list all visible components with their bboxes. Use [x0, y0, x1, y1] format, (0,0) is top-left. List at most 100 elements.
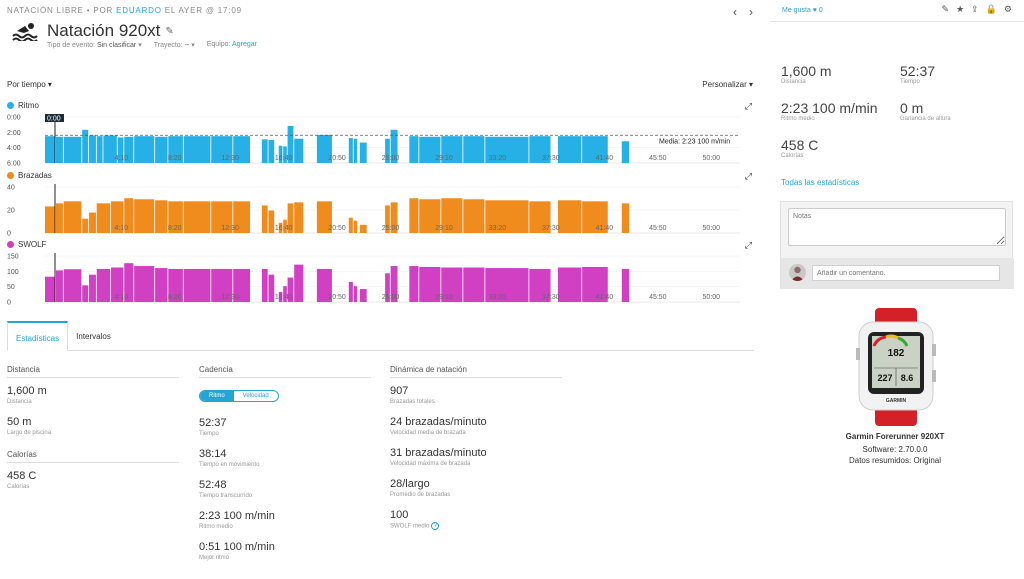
- help-icon[interactable]: ?: [431, 522, 440, 530]
- edit-title-icon[interactable]: ✎: [165, 25, 174, 37]
- stat-item: 2:23 100 m/min Ritmo medio: [199, 509, 371, 532]
- customize-label: Personalizar: [702, 80, 747, 89]
- device-software: Software: 2.70.0.0: [862, 445, 928, 454]
- pace-x-tick-label: 25:00: [382, 155, 400, 162]
- calories-heading: Calorías: [7, 450, 179, 463]
- swolf-bar: [45, 276, 56, 302]
- stat-label: Velocidad media de brazada: [390, 430, 466, 436]
- tab-statistics[interactable]: Estadísticas: [7, 321, 69, 351]
- pace-x-tick-label: 12:30: [221, 155, 239, 162]
- cursor-time-label: 0:00: [47, 116, 61, 123]
- swim-dynamics-column: Dinámica de natación 907 Brazadas totales…: [390, 365, 562, 540]
- swolf-x-tick-label: 25:00: [382, 294, 400, 301]
- summary-value: 1,600 m: [781, 63, 832, 79]
- add-gear-link[interactable]: Agregar: [232, 41, 257, 48]
- star-icon[interactable]: ★: [956, 4, 965, 14]
- swolf-bar: [359, 289, 367, 302]
- swolf-y-tick-label: 0: [7, 300, 11, 307]
- swolf-bar: [233, 268, 251, 302]
- sort-dropdown[interactable]: Por tiempo ▾: [7, 80, 52, 89]
- swolf-bar: [124, 263, 134, 302]
- gear-icon[interactable]: ⚙: [1003, 4, 1012, 14]
- swolf-bar: [89, 274, 96, 302]
- pace-bar: [89, 135, 96, 163]
- pace-legend-dot: [7, 102, 14, 109]
- pace-y-tick-label: 0:00: [7, 115, 21, 122]
- strokes-chart-plot[interactable]: 40 20 0 4:10 8:20 12:30 16:40 20:50 25:00 29:10 33…: [7, 184, 752, 240]
- strokes-bar: [419, 199, 441, 233]
- stat-value: 38:14: [199, 448, 227, 460]
- strokes-bar: [485, 200, 529, 233]
- strokes-x-tick-label: 37:30: [542, 225, 560, 232]
- pace-y-tick-label: 4:00: [7, 145, 21, 152]
- previous-activity-icon[interactable]: ‹: [733, 5, 737, 19]
- swolf-bar: [582, 266, 608, 302]
- pace-bar: [463, 136, 485, 163]
- user-link[interactable]: EDUARDO: [116, 6, 162, 15]
- swolf-bar: [155, 268, 168, 302]
- customize-dropdown[interactable]: Personalizar ▾: [702, 80, 753, 89]
- pace-chart: Ritmo ⤢ 0:00 2:00 4:00 6:00 4:10 8:20 12:30 16:…: [7, 101, 752, 169]
- swolf-x-tick-label: 29:10: [435, 294, 453, 301]
- pace-chart-plot[interactable]: 0:00 2:00 4:00 6:00 4:10 8:20 12:30 16:40 20:50 2…: [7, 114, 752, 170]
- avatar: [789, 264, 806, 281]
- swolf-bar: [409, 266, 419, 302]
- comment-input[interactable]: [812, 265, 1000, 281]
- activity-date: EL AYER @ 17:09: [164, 6, 242, 15]
- stat-value: 50 m: [7, 416, 32, 428]
- notes-field[interactable]: [788, 208, 1006, 246]
- strokes-bar: [96, 203, 111, 233]
- like-button[interactable]: Me gusta ♥ 0: [782, 7, 823, 14]
- expand-swolf-chart-icon[interactable]: ⤢: [744, 240, 752, 250]
- pace-bar: [529, 136, 551, 163]
- edit-icon[interactable]: ✎: [941, 4, 950, 14]
- swolf-bar: [390, 266, 398, 302]
- activity-meta-line: NATACIÓN LIBRE • POR EDUARDO EL AYER @ 1…: [7, 6, 242, 15]
- pace-bar: [353, 138, 358, 163]
- event-type-select[interactable]: Sin clasificar: [96, 42, 137, 49]
- speed-toggle-option[interactable]: Velocidad: [242, 393, 269, 399]
- pace-bar: [390, 129, 398, 163]
- expand-pace-chart-icon[interactable]: ⤢: [744, 101, 752, 111]
- strokes-bar: [463, 199, 485, 233]
- all-stats-link[interactable]: Todas las estadísticas: [781, 178, 860, 187]
- caret-icon: ▾: [138, 42, 142, 49]
- strokes-bar: [316, 201, 332, 233]
- page-title: Natación 920xt: [47, 21, 161, 40]
- device-brand: GARMIN: [886, 398, 907, 404]
- pace-x-tick-label: 50:00: [703, 155, 721, 162]
- pace-bar: [117, 137, 124, 163]
- pace-speed-toggle: Ritmo Velocidad: [199, 390, 279, 402]
- share-icon[interactable]: ⇪: [971, 4, 979, 14]
- pace-toggle-option[interactable]: Ritmo: [200, 391, 234, 401]
- strokes-bar: [124, 198, 134, 233]
- strokes-bar: [621, 203, 630, 233]
- pace-bar: [233, 136, 251, 163]
- cursor-time-badge: [45, 114, 64, 122]
- strokes-bar: [89, 212, 96, 233]
- strokes-x-tick-label: 50:00: [703, 225, 721, 232]
- swimming-icon: [12, 23, 38, 41]
- next-activity-icon[interactable]: ›: [749, 5, 753, 19]
- route-select[interactable]: --: [184, 42, 190, 49]
- strokes-bar: [111, 201, 124, 233]
- strokes-chart-label: Brazadas: [18, 171, 52, 180]
- pace-bar: [82, 129, 89, 163]
- tab-intervals[interactable]: Intervalos: [76, 332, 111, 341]
- distance-column: Distancia 1,600 m Distancia 50 m Largo de …: [7, 365, 179, 500]
- swolf-chart-label: SWOLF: [18, 240, 47, 249]
- caret-icon: ▾: [748, 80, 753, 89]
- stat-item: 52:37 Tiempo: [199, 416, 371, 439]
- strokes-bar: [183, 201, 211, 233]
- swolf-bar: [168, 268, 183, 302]
- expand-strokes-chart-icon[interactable]: ⤢: [744, 171, 752, 181]
- lock-icon[interactable]: 🔒: [985, 4, 997, 14]
- stat-value: 100: [390, 509, 409, 521]
- swolf-bar: [463, 267, 485, 302]
- swolf-bar: [63, 269, 82, 302]
- stat-label: Ritmo medio: [199, 524, 233, 530]
- swolf-chart-plot[interactable]: 150 100 50 0 4:10 8:20 12:30 16:40 20:50 25:00 29:…: [7, 253, 752, 309]
- swolf-x-tick-label: 45:50: [649, 294, 667, 301]
- sort-label: Por tiempo: [7, 80, 46, 89]
- pace-bar: [621, 141, 630, 163]
